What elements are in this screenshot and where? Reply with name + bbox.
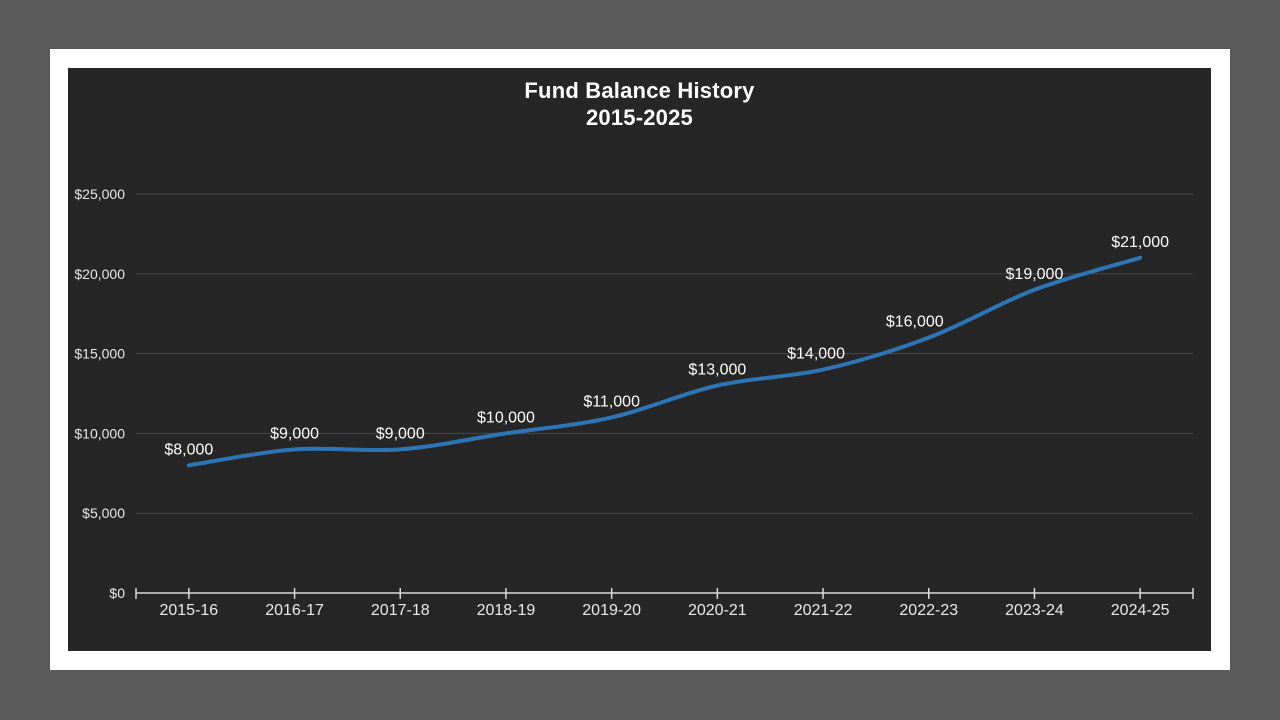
slide-canvas: Fund Balance History 2015-2025 $0 $5,000 $…: [50, 49, 1230, 670]
data-label: $9,000: [270, 425, 319, 442]
y-axis-tick-label: $5,000: [82, 505, 125, 521]
fund-balance-line: [186, 255, 1143, 468]
chart-title-line2: 2015-2025: [585, 105, 693, 130]
data-label: $8,000: [164, 441, 213, 458]
x-axis-tick-label: 2016-17: [265, 602, 324, 619]
chart-area[interactable]: Fund Balance History 2015-2025 $0 $5,000 $…: [68, 68, 1211, 651]
x-axis-tick-label: 2018-19: [477, 602, 536, 619]
line-chart-plot: $0 $5,000 $10,000 $15,000 $20,000 $25,000 2015…: [74, 186, 1194, 619]
x-axis-tick-label: 2022-23: [899, 602, 958, 619]
y-axis-tick-label: $25,000: [74, 186, 125, 202]
chart-title-line1: Fund Balance History: [524, 78, 755, 103]
data-label: $9,000: [376, 425, 425, 442]
chart-title: Fund Balance History 2015-2025: [68, 68, 1211, 131]
data-label: $16,000: [886, 314, 944, 331]
data-label: $10,000: [477, 409, 535, 426]
y-axis-tick-label: $15,000: [74, 346, 125, 362]
x-axis-tick-label: 2019-20: [582, 602, 641, 619]
y-axis-tick-label: $20,000: [74, 266, 125, 282]
y-axis-tick-label: $10,000: [74, 425, 125, 441]
x-axis-tick-label: 2020-21: [688, 602, 747, 619]
x-axis-tick-label: 2021-22: [794, 602, 853, 619]
data-label: $14,000: [787, 346, 845, 363]
x-axis-tick-label: 2017-18: [371, 602, 430, 619]
y-axis-tick-label: $0: [109, 585, 125, 601]
data-label: $19,000: [1006, 266, 1064, 283]
data-label: $11,000: [583, 393, 640, 410]
x-axis-tick-label: 2015-16: [159, 602, 218, 619]
x-axis-tick-label: 2024-25: [1111, 602, 1170, 619]
data-label: $21,000: [1111, 234, 1169, 251]
x-axis-tick-label: 2023-24: [1005, 602, 1064, 619]
data-label: $13,000: [688, 362, 746, 379]
